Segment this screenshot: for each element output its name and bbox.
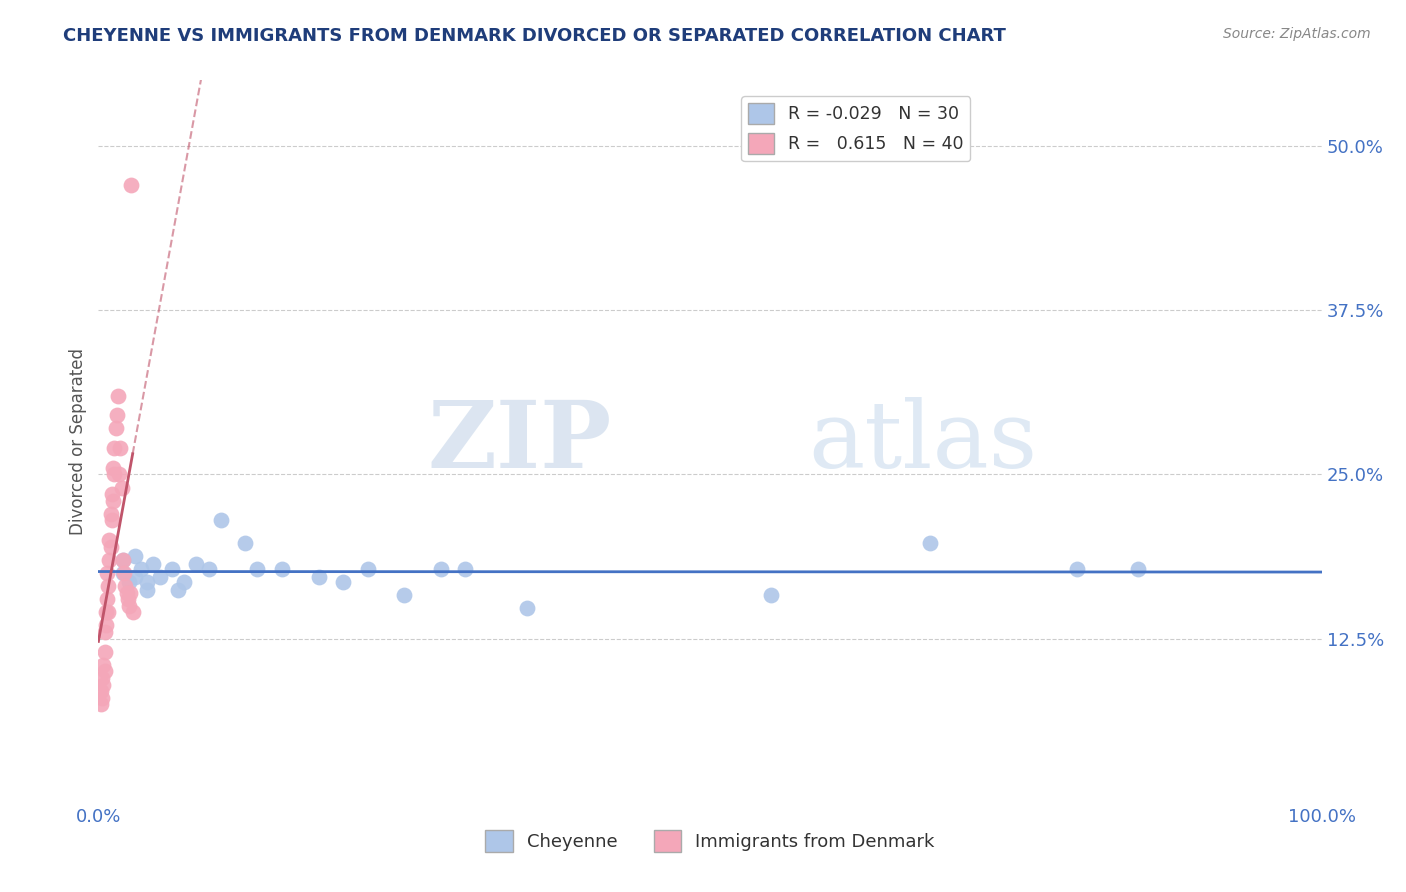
Point — [101, 460, 124, 475]
Point — [91, 690, 114, 705]
Point — [100, 540, 122, 554]
Legend: Cheyenne, Immigrants from Denmark: Cheyenne, Immigrants from Denmark — [478, 822, 942, 859]
Point — [118, 599, 141, 613]
Point — [103, 467, 125, 482]
Point — [197, 562, 219, 576]
Point — [93, 645, 115, 659]
Point — [392, 588, 416, 602]
Point — [246, 562, 269, 576]
Point — [920, 535, 942, 549]
Text: Source: ZipAtlas.com: Source: ZipAtlas.com — [1223, 27, 1371, 41]
Point — [93, 665, 115, 679]
Point — [515, 601, 537, 615]
Point — [105, 409, 128, 423]
Point — [129, 562, 152, 576]
Point — [91, 657, 114, 672]
Text: ZIP: ZIP — [427, 397, 612, 486]
Point — [96, 592, 118, 607]
Point — [115, 585, 138, 599]
Point — [142, 557, 165, 571]
Point — [233, 535, 256, 549]
Point — [90, 684, 112, 698]
Point — [120, 178, 142, 193]
Point — [110, 441, 132, 455]
Point — [118, 575, 141, 590]
Point — [117, 592, 139, 607]
Point — [97, 579, 120, 593]
Point — [160, 562, 183, 576]
Point — [186, 557, 208, 571]
Point — [1128, 562, 1150, 576]
Point — [96, 566, 118, 580]
Point — [93, 625, 115, 640]
Point — [91, 671, 114, 685]
Point — [98, 533, 121, 547]
Point — [112, 566, 135, 580]
Y-axis label: Divorced or Separated: Divorced or Separated — [69, 348, 87, 535]
Point — [136, 582, 159, 597]
Point — [94, 618, 117, 632]
Point — [97, 605, 120, 619]
Point — [209, 513, 232, 527]
Point — [111, 553, 134, 567]
Point — [111, 481, 134, 495]
Point — [103, 441, 125, 455]
Point — [90, 698, 112, 712]
Point — [120, 585, 142, 599]
Point — [173, 575, 195, 590]
Point — [101, 487, 124, 501]
Point — [98, 553, 121, 567]
Point — [136, 575, 159, 590]
Point — [91, 677, 114, 691]
Point — [111, 566, 134, 580]
Point — [149, 570, 172, 584]
Point — [121, 605, 143, 619]
Point — [107, 388, 129, 402]
Point — [356, 562, 378, 576]
Point — [108, 467, 131, 482]
Point — [104, 421, 127, 435]
Point — [308, 570, 330, 584]
Point — [1066, 562, 1088, 576]
Point — [114, 579, 136, 593]
Text: atlas: atlas — [808, 397, 1038, 486]
Point — [100, 507, 122, 521]
Point — [124, 570, 146, 584]
Text: CHEYENNE VS IMMIGRANTS FROM DENMARK DIVORCED OR SEPARATED CORRELATION CHART: CHEYENNE VS IMMIGRANTS FROM DENMARK DIVO… — [63, 27, 1007, 45]
Point — [332, 575, 354, 590]
Point — [101, 493, 124, 508]
Point — [761, 588, 783, 602]
Point — [101, 513, 124, 527]
Point — [454, 562, 477, 576]
Point — [94, 605, 117, 619]
Point — [167, 582, 190, 597]
Point — [124, 549, 146, 563]
Point — [430, 562, 453, 576]
Point — [270, 562, 294, 576]
Point — [111, 553, 134, 567]
